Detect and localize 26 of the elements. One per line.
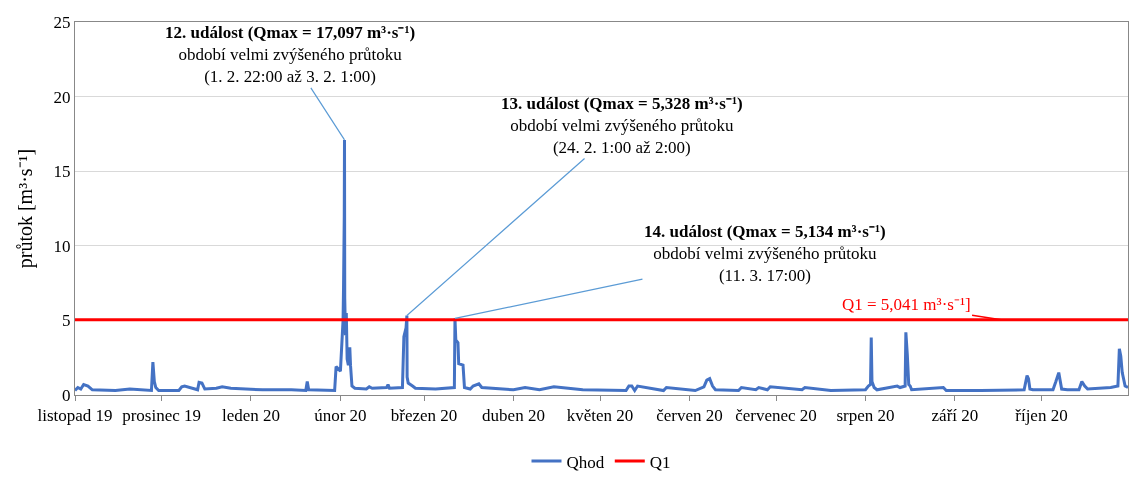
x-tick-label: únor 20 xyxy=(314,406,367,426)
y-tick-label: 15 xyxy=(53,162,71,182)
x-tick-label: listopad 19 xyxy=(37,406,113,426)
x-tick-label: září 20 xyxy=(931,406,979,426)
y-tick-label: 10 xyxy=(53,236,71,256)
y-tick-label: 25 xyxy=(53,12,71,32)
y-axis-title: průtok [m³·s⁻¹] xyxy=(14,148,38,269)
x-tick-label: duben 20 xyxy=(482,406,545,426)
x-tick-label: říjen 20 xyxy=(1015,406,1068,426)
x-tick-label: srpen 20 xyxy=(836,406,895,426)
x-tick-label: březen 20 xyxy=(390,406,458,426)
y-tick-label: 5 xyxy=(62,311,71,331)
y-tick-label: 20 xyxy=(53,87,71,107)
line-series xyxy=(75,138,1128,393)
annotation: 12. událost (Qmax = 17,097 m³·s⁻¹) období velmi zvýšeného průtoku (1. 2. 22:00 až 3. 2. 1:00) xyxy=(165,23,416,87)
legend-label: Qhod xyxy=(566,452,605,472)
x-tick-label: prosinec 19 xyxy=(122,406,201,426)
legend-label: Q1 xyxy=(649,452,671,472)
x-tick-label: červenec 20 xyxy=(735,406,817,426)
annotation: 14. událost (Qmax = 5,134 m³·s⁻¹) období velmi zvýšeného průtoku (11. 3. 17:00) xyxy=(644,222,886,286)
x-tick-label: červen 20 xyxy=(656,406,723,426)
x-tick-label: květen 20 xyxy=(566,406,634,426)
y-tick-label: 0 xyxy=(62,385,71,405)
annotation: 13. událost (Qmax = 5,328 m³·s⁻¹) období velmi zvýšeného průtoku (24. 2. 1:00 až 2:00) xyxy=(501,94,743,158)
x-tick-label: leden 20 xyxy=(221,406,281,426)
annotation: Q1 = 5,041 m³·s⁻¹] xyxy=(842,295,971,314)
